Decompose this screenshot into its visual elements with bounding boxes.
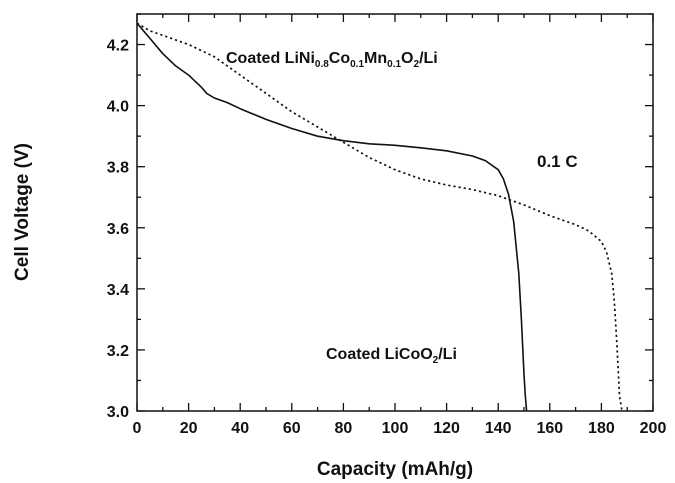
axis-ticks [136,13,654,412]
y-tick-label: 3.2 [107,343,129,360]
x-tick-label: 40 [231,420,249,437]
x-tick-label: 180 [588,420,615,437]
y-tick-label: 3.4 [107,282,129,299]
y-tick-label: 4.0 [107,99,129,116]
x-tick-label: 200 [640,420,667,437]
x-tick-label: 80 [335,420,353,437]
y-tick-label: 3.6 [107,221,129,238]
x-tick-label: 20 [180,420,198,437]
x-tick-label: 120 [433,420,460,437]
y-tick-label: 3.8 [107,160,129,177]
x-axis-label: Capacity (mAh/g) [317,459,473,480]
y-axis-label: Cell Voltage (V) [12,143,33,281]
x-tick-label: 140 [485,420,512,437]
series-line-solid [136,22,528,412]
y-tick-label: 4.2 [107,38,129,55]
series-lines [136,22,623,412]
tick-labels: 0 20 40 60 80 100 120 140 160 180 200 3.0 3.2 3.4 3.6 3… [107,38,667,437]
annotation-lco-label: Coated LiCoO2/Li [326,346,457,366]
x-tick-label: 60 [283,420,301,437]
x-tick-label: 100 [382,420,409,437]
x-tick-label: 160 [536,420,563,437]
series-line-dotted [136,22,623,412]
y-tick-label: 3.0 [107,404,129,421]
annotation-rate-label: 0.1 C [537,152,578,171]
annotation-nmc-label: Coated LiNi0.8Co0.1Mn0.1O2/Li [226,50,438,70]
x-tick-label: 0 [133,420,142,437]
